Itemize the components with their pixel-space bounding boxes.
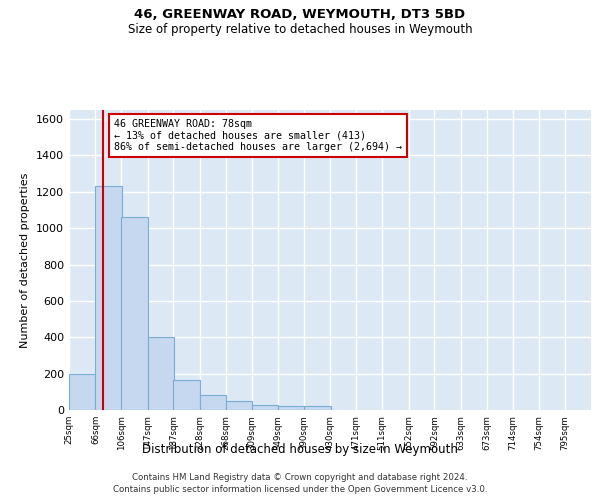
Text: 46 GREENWAY ROAD: 78sqm
← 13% of detached houses are smaller (413)
86% of semi-d: 46 GREENWAY ROAD: 78sqm ← 13% of detache…	[113, 119, 401, 152]
Bar	[226, 401, 252, 410]
Text: Contains HM Land Registry data © Crown copyright and database right 2024.: Contains HM Land Registry data © Crown c…	[132, 472, 468, 482]
Bar	[173, 380, 200, 410]
Text: Size of property relative to detached houses in Weymouth: Size of property relative to detached ho…	[128, 22, 472, 36]
Text: Distribution of detached houses by size in Weymouth: Distribution of detached houses by size …	[142, 442, 458, 456]
Bar	[148, 338, 174, 410]
Bar	[69, 374, 95, 410]
Bar	[304, 406, 331, 410]
Text: 46, GREENWAY ROAD, WEYMOUTH, DT3 5BD: 46, GREENWAY ROAD, WEYMOUTH, DT3 5BD	[134, 8, 466, 20]
Bar	[278, 406, 304, 410]
Bar	[252, 404, 278, 410]
Text: Contains public sector information licensed under the Open Government Licence v3: Contains public sector information licen…	[113, 485, 487, 494]
Y-axis label: Number of detached properties: Number of detached properties	[20, 172, 31, 348]
Bar	[121, 218, 148, 410]
Bar	[200, 396, 226, 410]
Bar	[95, 186, 122, 410]
